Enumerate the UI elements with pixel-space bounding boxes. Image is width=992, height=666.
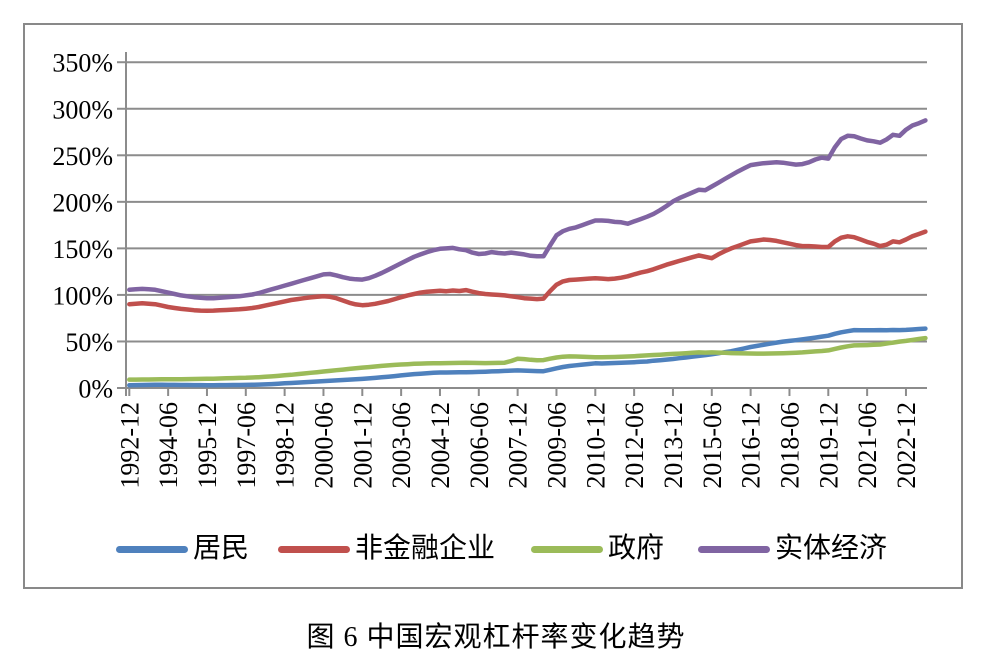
legend-label: 居民 bbox=[193, 533, 250, 564]
x-axis-tick-label: 2006-06 bbox=[465, 402, 494, 489]
legend-item-0: 居民 bbox=[116, 533, 250, 564]
chart-frame bbox=[23, 23, 963, 589]
legend-label: 政府 bbox=[608, 533, 665, 564]
figure-caption: 图 6 中国宏观杠杆率变化趋势 bbox=[306, 622, 686, 653]
series-line-3 bbox=[127, 118, 928, 301]
legend-marker-icon bbox=[116, 545, 188, 553]
legend-item-1: 非金融企业 bbox=[278, 533, 496, 564]
y-axis-tick-label: 250% bbox=[52, 142, 113, 171]
x-axis-tick-label: 1994-06 bbox=[154, 402, 183, 489]
legend-marker-icon bbox=[531, 545, 603, 553]
x-axis-tick-label: 2007-12 bbox=[504, 402, 533, 489]
legend-marker-icon bbox=[698, 545, 770, 553]
x-axis-tick-label: 2012-06 bbox=[620, 402, 649, 489]
x-axis-tick-label: 1992-12 bbox=[115, 402, 144, 489]
x-axis-tick-label: 1997-06 bbox=[232, 402, 261, 489]
series-line-2 bbox=[127, 335, 928, 382]
y-axis-tick-label: 150% bbox=[52, 235, 113, 264]
x-axis-tick-label: 2018-06 bbox=[775, 402, 804, 489]
series-line-1 bbox=[127, 229, 928, 313]
x-axis-tick-label: 1995-12 bbox=[193, 402, 222, 489]
y-axis-tick-label: 350% bbox=[52, 49, 113, 78]
y-axis-tick-label: 300% bbox=[52, 95, 113, 124]
y-axis-tick-label: 50% bbox=[65, 328, 113, 357]
y-axis-tick-label: 200% bbox=[52, 188, 113, 217]
legend-item-3: 实体经济 bbox=[698, 533, 888, 564]
x-axis-tick-label: 2016-12 bbox=[737, 402, 766, 489]
x-axis-tick-label: 2015-06 bbox=[698, 402, 727, 489]
x-axis-tick-label: 2000-06 bbox=[309, 402, 338, 489]
legend-marker-icon bbox=[278, 545, 350, 553]
y-axis-tick-label: 100% bbox=[52, 281, 113, 310]
x-axis-tick-label: 2019-12 bbox=[814, 402, 843, 489]
x-axis-tick-label: 2004-12 bbox=[426, 402, 455, 489]
y-axis-tick-label: 0% bbox=[78, 375, 113, 404]
x-axis-tick-label: 1998-12 bbox=[271, 402, 300, 489]
legend-item-2: 政府 bbox=[531, 533, 665, 564]
x-axis-tick-label: 2022-12 bbox=[892, 402, 921, 489]
legend-label: 非金融企业 bbox=[355, 533, 496, 564]
series-line-0 bbox=[127, 326, 928, 388]
x-axis-tick-label: 2009-06 bbox=[542, 402, 571, 489]
x-axis-tick-label: 2010-12 bbox=[581, 402, 610, 489]
legend-label: 实体经济 bbox=[775, 533, 888, 564]
x-axis-tick-label: 2013-12 bbox=[659, 402, 688, 489]
x-axis-tick-label: 2003-06 bbox=[387, 402, 416, 489]
x-axis-tick-label: 2001-12 bbox=[348, 402, 377, 489]
x-axis-tick-label: 2021-06 bbox=[853, 402, 882, 489]
